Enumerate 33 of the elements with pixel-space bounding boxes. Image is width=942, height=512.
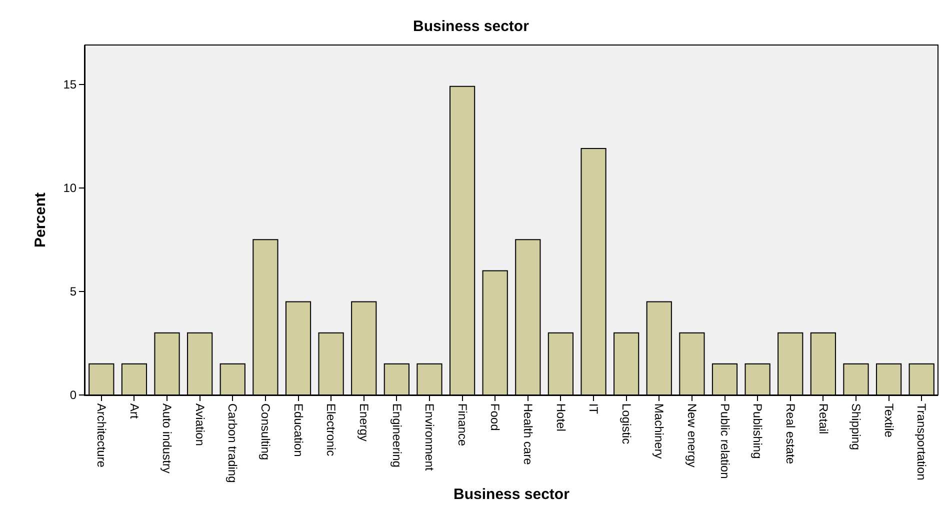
x-tick-label: Consulting	[258, 403, 273, 460]
x-tick-label: Shipping	[849, 403, 864, 450]
x-tick-label: Transportation	[914, 403, 929, 480]
y-tick-label: 0	[70, 388, 77, 402]
x-tick-label: Aviation	[192, 403, 207, 446]
x-tick-label: Retail	[816, 403, 830, 434]
x-tick-label: Environment	[422, 403, 437, 472]
x-axis-title: Business sector	[454, 486, 570, 503]
x-tick-label: Architecture	[94, 403, 108, 468]
x-tick-label: Art	[127, 403, 142, 420]
x-tick-label: Hotel	[554, 403, 568, 432]
x-tick-label: Health care	[521, 403, 535, 466]
x-tick-label: Machinery	[652, 403, 666, 459]
x-tick-label: Electronic	[324, 403, 338, 456]
x-tick-label: New energy	[685, 403, 700, 468]
x-tick-label: Engineering	[390, 403, 404, 468]
x-tick-label: Auto industry	[160, 403, 174, 474]
x-tick-label: Energy	[356, 403, 371, 442]
x-tick-label: Public relation	[718, 403, 732, 479]
y-axis-title: Percent	[32, 192, 49, 248]
x-tick-label: Carbon trading	[226, 403, 240, 483]
x-tick-label: Food	[488, 403, 502, 431]
x-tick-label: IT	[586, 403, 601, 415]
y-tick-label: 10	[63, 181, 77, 196]
x-tick-label: Real estate	[783, 403, 798, 464]
x-tick-label: Education	[291, 403, 306, 457]
y-tick-label: 5	[70, 284, 77, 299]
x-tick-label: Textile	[882, 403, 896, 438]
y-tick-label: 15	[63, 78, 77, 92]
x-tick-label: Logistic	[619, 403, 634, 444]
x-tick-label: Publishing	[750, 403, 765, 459]
x-tick-label: Finance	[455, 403, 470, 446]
chart-title: Business sector	[413, 18, 530, 35]
